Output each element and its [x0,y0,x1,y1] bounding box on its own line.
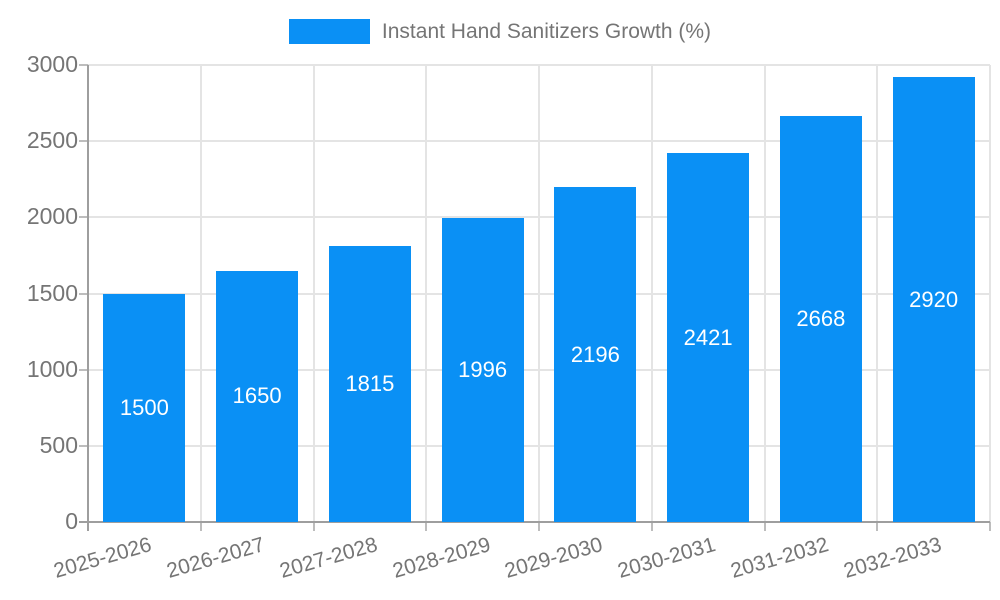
bar-2032-2033[interactable] [892,77,975,522]
bar-value-label: 1650 [232,383,282,409]
bar-2030-2031[interactable] [667,153,750,522]
bar-2025-2026[interactable] [103,293,186,522]
gridline-vertical [425,65,428,522]
bar-value-label: 1500 [119,394,169,420]
gridline-vertical [876,65,879,522]
x-axis-tick [425,522,428,531]
gridline-vertical [538,65,540,522]
x-axis-tick [989,522,991,531]
bar-2026-2027[interactable] [216,270,299,522]
bar-2029-2030[interactable] [554,187,637,522]
bar-value-label: 2421 [683,324,733,350]
x-axis-tick [763,522,766,531]
y-axis-tick [79,64,88,66]
y-tick-label: 2000 [26,203,78,230]
y-tick-label: 500 [39,431,78,458]
bar-2027-2028[interactable] [328,245,411,522]
x-axis-tick [199,522,202,531]
y-axis-tick [79,368,88,371]
x-axis-tick [538,522,540,531]
bar-value-label: 2668 [796,305,846,331]
x-axis-tick [312,522,315,531]
gridline-vertical [650,65,653,522]
bar-value-label: 1996 [458,356,508,382]
bar-value-label: 1815 [345,370,395,396]
x-axis-tick [650,522,653,531]
bar-2031-2032[interactable] [779,115,862,522]
bar-value-label: 2920 [909,286,959,312]
gridline-vertical [312,65,315,522]
gridline-vertical [989,65,991,522]
y-tick-label: 1500 [26,279,78,306]
legend[interactable]: Instant Hand Sanitizers Growth (%) [0,19,1000,44]
y-axis-tick [79,216,88,219]
legend-swatch [288,19,370,44]
y-axis-tick [79,444,88,447]
gridline-vertical [763,65,766,522]
y-tick-label: 1000 [26,355,78,382]
x-axis-line [79,521,990,523]
y-axis-tick [79,140,88,143]
y-axis-line [87,65,89,531]
legend-label: Instant Hand Sanitizers Growth (%) [381,19,712,43]
y-tick-label: 2500 [26,127,78,154]
y-tick-label: 3000 [26,51,78,77]
bar-value-label: 2196 [570,341,620,367]
x-axis-tick [876,522,879,531]
bar-2028-2029[interactable] [441,217,524,522]
y-tick-label: 0 [65,508,78,534]
y-axis-tick [79,292,88,295]
gridline-vertical [199,65,202,522]
